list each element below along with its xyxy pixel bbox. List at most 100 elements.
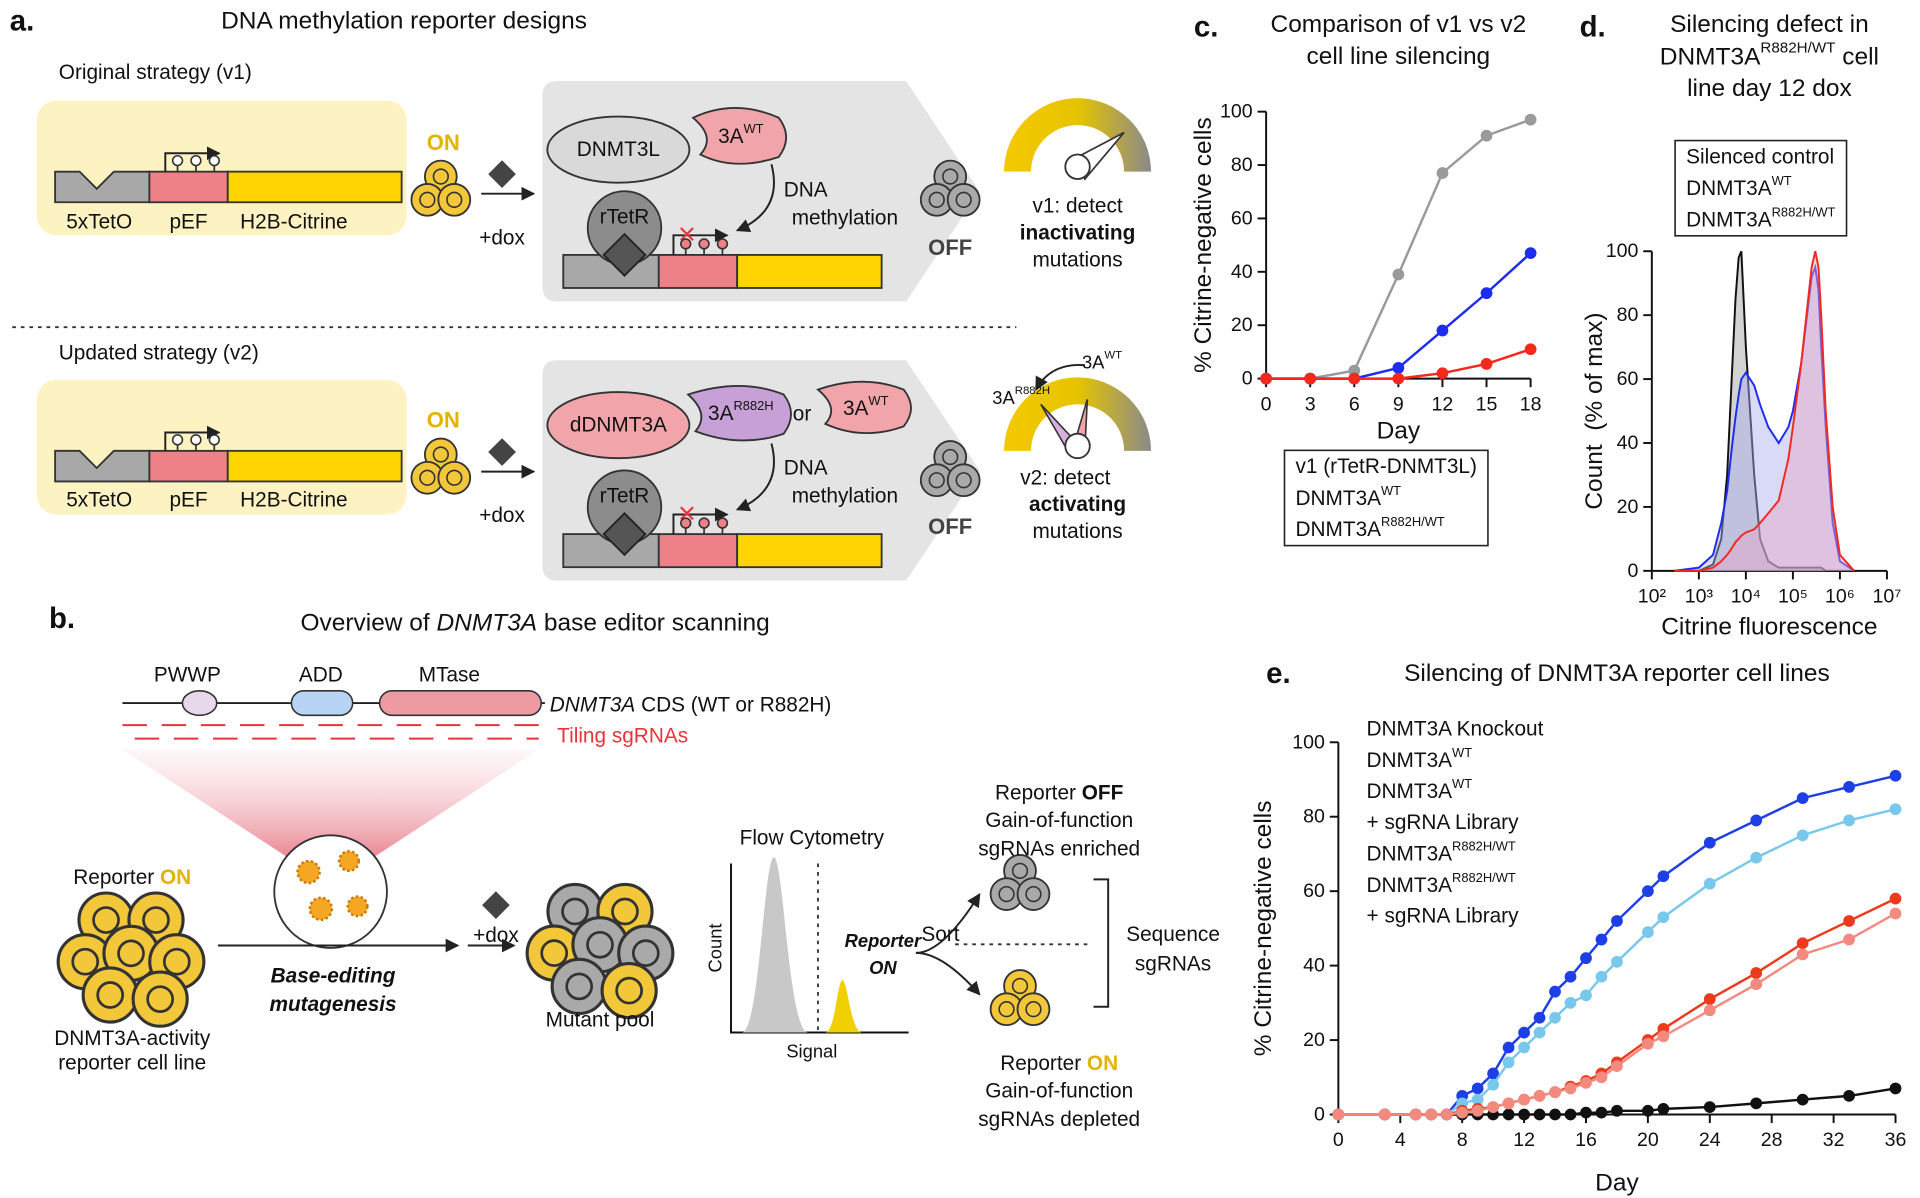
legend-entry: DNMT3AR882H/WT — [1686, 204, 1835, 231]
data-point — [1502, 1097, 1515, 1110]
y-tick-label: 0 — [1627, 560, 1638, 582]
x-tick-label: 3 — [1305, 393, 1316, 415]
y-tick-label: 60 — [1231, 207, 1253, 229]
text-span: 3A — [718, 125, 744, 148]
histogram-area — [1674, 251, 1855, 571]
data-point — [1304, 372, 1317, 385]
legend-entry: DNMT3AR882H/WT — [1296, 514, 1445, 541]
data-point — [1502, 1056, 1515, 1069]
sgrna-tiles — [122, 724, 539, 740]
gauge — [1004, 377, 1152, 451]
data-point — [1889, 1082, 1902, 1095]
chart: c. Comparison of v1 vs v2 cell line silenc… — [1190, 11, 1542, 547]
x-tick-label: 16 — [1575, 1129, 1597, 1151]
x-tick-label: 12 — [1513, 1129, 1535, 1151]
state-off: OFF — [928, 235, 972, 260]
gate-label: ON — [869, 957, 897, 978]
data-point — [1703, 836, 1716, 849]
chart-title: DNMT3AR882H/WT cell — [1660, 40, 1879, 71]
x-axis-label: Day — [1377, 418, 1421, 445]
text-span: R882H — [1015, 385, 1050, 397]
effector-label: 3AR882H — [708, 398, 774, 424]
domain — [181, 690, 218, 717]
x-tick-label: 0 — [1261, 393, 1272, 415]
tether-label: rTetR — [600, 485, 650, 508]
data-point — [1392, 268, 1405, 281]
data-point — [1564, 996, 1577, 1009]
data-point — [1750, 851, 1763, 864]
text-span: 3A — [843, 396, 869, 419]
y-tick-label: 40 — [1231, 261, 1253, 283]
data-point — [1487, 1078, 1500, 1091]
gauge-hub — [1064, 153, 1091, 180]
sort-label: Sort — [921, 923, 959, 946]
data-point — [1440, 1108, 1453, 1121]
data-point — [1524, 247, 1537, 260]
strategy-heading: Original strategy (v1) — [59, 61, 252, 84]
text-span: DNMT3A — [1367, 842, 1453, 865]
legend-entry: Silenced control — [1686, 145, 1834, 168]
y-tick-label: 60 — [1303, 880, 1325, 902]
effector-label: 3AWT — [718, 121, 764, 147]
data-point — [1332, 1108, 1345, 1121]
data-point — [1260, 372, 1272, 385]
gauge — [1004, 98, 1152, 172]
text-span: Overview of — [301, 609, 437, 636]
arrow — [735, 164, 775, 232]
x-tick-label: 0 — [1333, 1129, 1344, 1151]
x-tick-label: 10⁶ — [1825, 586, 1855, 608]
data-point — [1703, 877, 1716, 890]
data-point — [1796, 792, 1809, 804]
data-point — [1703, 1101, 1716, 1113]
data-point — [1843, 814, 1855, 827]
axis-line — [1265, 111, 1531, 380]
data-point — [1595, 970, 1608, 983]
sequence-label: Sequence — [1126, 923, 1220, 946]
y-tick-label: 60 — [1617, 368, 1639, 390]
process-label: methylation — [792, 207, 898, 230]
panel-title: Overview of DNMT3A base editor scanning — [301, 609, 770, 636]
x-tick-label: 6 — [1349, 393, 1360, 415]
data-point — [1703, 1004, 1716, 1017]
cells-on — [411, 439, 470, 494]
data-point — [1750, 1097, 1763, 1110]
x-tick-label: 8 — [1457, 1129, 1468, 1151]
legend-frame — [1674, 139, 1848, 237]
data-point — [1796, 829, 1809, 842]
x-tick-label: 20 — [1637, 1129, 1659, 1151]
text-span: R882H/WT — [1760, 40, 1835, 57]
element-label: H2B-Citrine — [240, 210, 347, 233]
text-span: DNMT3A — [436, 609, 537, 636]
data-point — [1642, 926, 1654, 938]
state-off: OFF — [928, 514, 972, 539]
connector: or — [793, 403, 812, 426]
tether-label: rTetR — [600, 205, 650, 228]
data-point — [1549, 985, 1561, 998]
writer-label: dDNMT3A — [570, 414, 667, 437]
data-point — [1796, 948, 1809, 961]
treatment: +dox — [479, 504, 525, 527]
data-point — [1549, 1086, 1561, 1099]
element-label: 5xTetO — [66, 488, 132, 511]
domain-label: ADD — [299, 663, 343, 686]
element-label: pEF — [169, 488, 207, 511]
text-span: R882H/WT — [1381, 514, 1445, 529]
y-tick-label: 100 — [1292, 731, 1325, 753]
text-span: Reporter — [73, 865, 160, 888]
x-axis-label: Day — [1595, 1170, 1639, 1197]
arrow — [915, 892, 981, 954]
y-tick-label: 40 — [1303, 955, 1325, 977]
state-on: ON — [427, 408, 460, 433]
data-point — [1549, 1108, 1561, 1121]
data-point — [1611, 956, 1623, 968]
data-point — [1580, 1106, 1592, 1119]
x-tick-label: 15 — [1476, 393, 1498, 415]
fraction-label: Gain-of-function — [985, 1080, 1133, 1103]
readout: activating — [1029, 493, 1126, 516]
data-point — [1425, 1108, 1438, 1121]
data-point — [1657, 911, 1670, 924]
data-point — [1595, 1071, 1608, 1084]
